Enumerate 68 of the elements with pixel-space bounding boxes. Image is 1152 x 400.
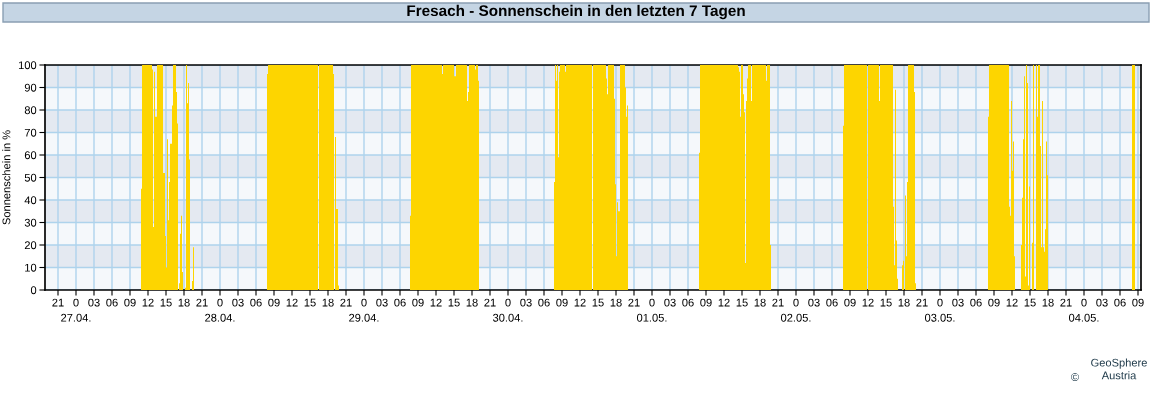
x-tick-label: 12 (142, 298, 154, 307)
x-tick-label: 21 (916, 298, 928, 307)
y-tick-label: 0 (30, 286, 37, 295)
x-tick-label: 18 (466, 298, 478, 307)
x-tick-label: 03 (376, 298, 388, 307)
y-tick-label: 80 (24, 106, 37, 115)
x-tick-label: 18 (178, 298, 190, 307)
x-tick-label: 18 (1042, 298, 1054, 307)
x-tick-label: 18 (322, 298, 334, 307)
x-tick-label: 15 (448, 298, 460, 307)
y-tick-label: 40 (24, 196, 37, 205)
x-tick-label: 12 (286, 298, 298, 307)
x-tick-label: 21 (628, 298, 640, 307)
y-tick-label: 50 (24, 173, 37, 182)
y-tick-label: 60 (24, 151, 37, 160)
x-tick-label: 15 (1024, 298, 1036, 307)
x-tick-label: 21 (196, 298, 208, 307)
x-tick-label: 15 (592, 298, 604, 307)
x-tick-label: 03 (664, 298, 676, 307)
x-tick-label: 06 (106, 298, 118, 307)
text: © (1071, 373, 1079, 381)
text: GeoSphere Austria (1091, 358, 1147, 380)
x-tick-label: 18 (754, 298, 766, 307)
x-tick-label: 09 (124, 298, 136, 307)
x-tick-label: 09 (988, 298, 1000, 307)
x-tick-label: 21 (340, 298, 352, 307)
y-tick-label: 30 (24, 218, 37, 227)
x-tick-label: 21 (772, 298, 784, 307)
x-tick-label: 21 (484, 298, 496, 307)
x-tick-label: 18 (610, 298, 622, 307)
y-tick-label: 70 (24, 128, 37, 137)
x-tick-label: 03 (232, 298, 244, 307)
x-tick-label: 09 (556, 298, 568, 307)
x-tick-label: 15 (736, 298, 748, 307)
x-tick-label: 09 (700, 298, 712, 307)
x-tick-label: 06 (682, 298, 694, 307)
x-tick-label: 06 (538, 298, 550, 307)
x-tick-label: 09 (844, 298, 856, 307)
x-tick-label: 06 (394, 298, 406, 307)
y-tick-label: 90 (24, 83, 37, 92)
x-tick-label: 15 (304, 298, 316, 307)
x-tick-label: 06 (1114, 298, 1126, 307)
x-tick-label: 15 (880, 298, 892, 307)
y-tick-label: 100 (18, 61, 37, 70)
chart-title: Fresach - Sonnenschein in den letzten 7 Tagen (407, 4, 745, 20)
x-tick-label: 12 (430, 298, 442, 307)
x-tick-label: 12 (574, 298, 586, 307)
x-tick-label: 06 (826, 298, 838, 307)
y-axis-title: Sonnenschein in % (2, 130, 11, 225)
x-tick-label: 03 (1096, 298, 1108, 307)
x-tick-label: 03 (520, 298, 532, 307)
x-tick-label: 12 (862, 298, 874, 307)
y-tick-label: 10 (25, 263, 37, 272)
x-tick-label: 15 (160, 298, 172, 307)
x-tick-label: 06 (970, 298, 982, 307)
x-tick-label: 09 (268, 298, 280, 307)
x-tick-label: 03 (952, 298, 964, 307)
x-tick-label: 12 (1006, 298, 1018, 307)
y-tick-label: 20 (24, 241, 37, 250)
x-tick-label: 06 (250, 298, 262, 307)
x-tick-label: 03 (808, 298, 820, 307)
x-tick-label: 09 (1132, 298, 1144, 307)
x-tick-label: 21 (1060, 298, 1072, 307)
x-tick-label: 12 (718, 298, 730, 307)
x-tick-label: 03 (88, 298, 100, 307)
x-tick-label: 18 (898, 298, 910, 307)
x-tick-label: 09 (412, 298, 424, 307)
x-tick-label: 21 (52, 298, 64, 307)
